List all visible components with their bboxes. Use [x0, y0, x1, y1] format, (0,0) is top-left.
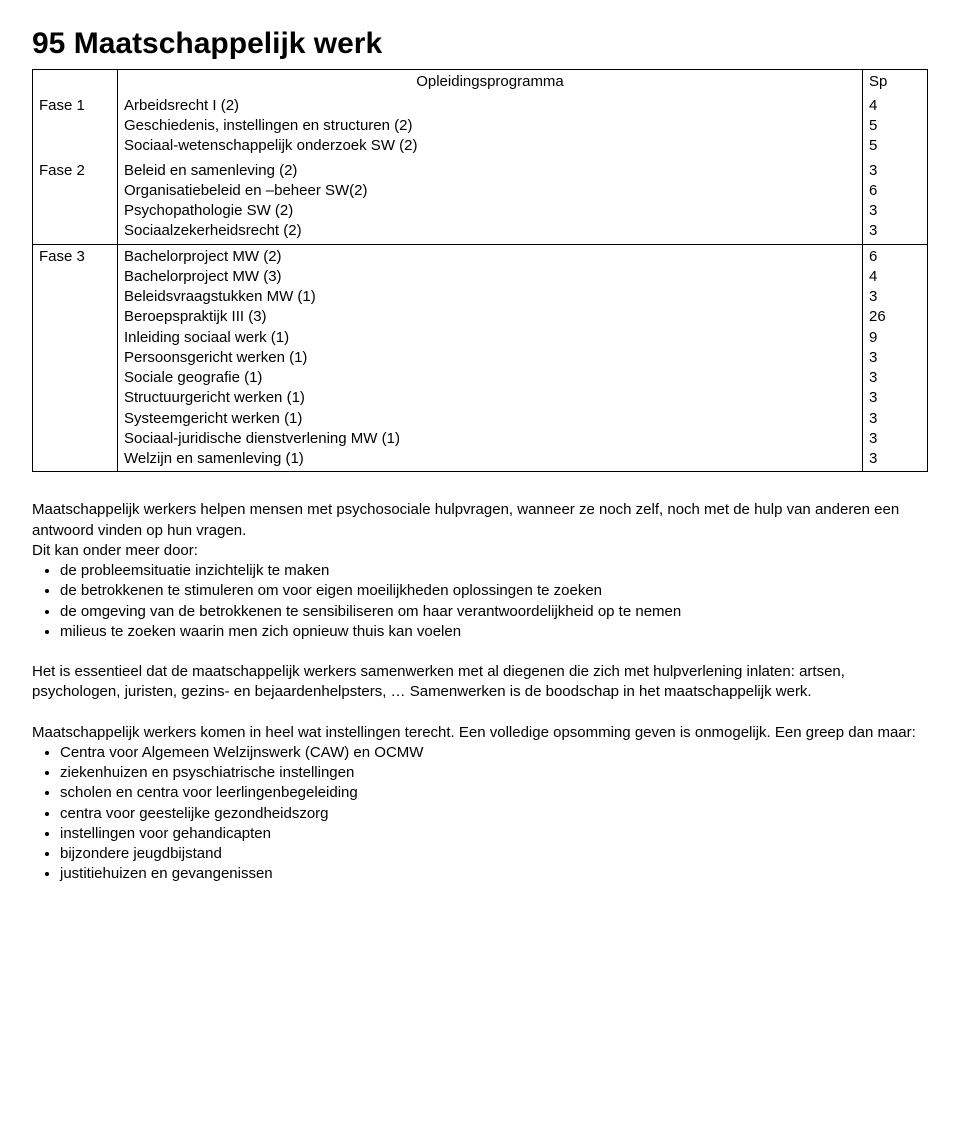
phase-label: Fase 2 [33, 159, 118, 245]
intro-text-1: Maatschappelijk werkers helpen mensen me… [32, 501, 899, 538]
course-header: Opleidingsprogramma [118, 69, 863, 94]
course-row: Systeemgericht werken (1) [124, 409, 856, 429]
sp-value: 3 [869, 388, 921, 408]
course-row: Structuurgericht werken (1) [124, 388, 856, 408]
sp-value: 6 [869, 181, 921, 201]
sp-value: 3 [869, 409, 921, 429]
list-item: scholen en centra voor leerlingenbegelei… [60, 783, 928, 803]
phase-label: Fase 3 [33, 244, 118, 472]
list-item: instellingen voor gehandicapten [60, 824, 928, 844]
course-row: Sociaalzekerheidsrecht (2) [124, 221, 856, 241]
list-item: bijzondere jeugdbijstand [60, 844, 928, 864]
sp-value: 3 [869, 449, 921, 469]
phase-label: Fase 1 [33, 94, 118, 159]
curriculum-table: OpleidingsprogrammaSpFase 1Arbeidsrecht … [32, 69, 928, 473]
course-row: Organisatiebeleid en –beheer SW(2) [124, 181, 856, 201]
course-cell: Bachelorproject MW (2)Bachelorproject MW… [118, 244, 863, 472]
course-row: Bachelorproject MW (2) [124, 247, 856, 267]
sp-value: 4 [869, 96, 921, 116]
list-item: de probleemsituatie inzichtelijk te make… [60, 561, 928, 581]
list-item: milieus te zoeken waarin men zich opnieu… [60, 622, 928, 642]
sp-value: 26 [869, 307, 921, 327]
course-row: Arbeidsrecht I (2) [124, 96, 856, 116]
course-row: Inleiding sociaal werk (1) [124, 328, 856, 348]
course-cell: Arbeidsrecht I (2)Geschiedenis, instelli… [118, 94, 863, 159]
list-item: de betrokkenen te stimuleren om voor eig… [60, 581, 928, 601]
sp-value: 3 [869, 201, 921, 221]
course-row: Beleidsvraagstukken MW (1) [124, 287, 856, 307]
sp-value: 6 [869, 247, 921, 267]
essential-paragraph: Het is essentieel dat de maatschappelijk… [32, 662, 928, 703]
course-row: Sociaal-juridische dienstverlening MW (1… [124, 429, 856, 449]
list-item: centra voor geestelijke gezondheidszorg [60, 804, 928, 824]
sp-value: 3 [869, 429, 921, 449]
course-row: Geschiedenis, instellingen en structuren… [124, 116, 856, 136]
list-item: Centra voor Algemeen Welzijnswerk (CAW) … [60, 743, 928, 763]
course-cell: Beleid en samenleving (2)Organisatiebele… [118, 159, 863, 245]
essential-text: Het is essentieel dat de maatschappelijk… [32, 663, 845, 700]
course-row: Beleid en samenleving (2) [124, 161, 856, 181]
institutions-bullet-list: Centra voor Algemeen Welzijnswerk (CAW) … [32, 743, 928, 885]
institutions-text: Maatschappelijk werkers komen in heel wa… [32, 724, 916, 741]
sp-value: 5 [869, 136, 921, 156]
intro-bullet-list: de probleemsituatie inzichtelijk te make… [32, 561, 928, 642]
sp-header: Sp [863, 69, 928, 94]
course-row: Psychopathologie SW (2) [124, 201, 856, 221]
institutions-paragraph: Maatschappelijk werkers komen in heel wa… [32, 723, 928, 885]
sp-cell: 455 [863, 94, 928, 159]
sp-cell: 3633 [863, 159, 928, 245]
sp-value: 3 [869, 368, 921, 388]
list-item: ziekenhuizen en psyschiatrische instelli… [60, 763, 928, 783]
course-row: Sociale geografie (1) [124, 368, 856, 388]
intro-paragraph: Maatschappelijk werkers helpen mensen me… [32, 500, 928, 642]
list-item: justitiehuizen en gevangenissen [60, 864, 928, 884]
page-title: 95 Maatschappelijk werk [32, 24, 928, 65]
course-row: Sociaal-wetenschappelijk onderzoek SW (2… [124, 136, 856, 156]
sp-value: 3 [869, 348, 921, 368]
course-row: Welzijn en samenleving (1) [124, 449, 856, 469]
course-row: Beroepspraktijk III (3) [124, 307, 856, 327]
list-item: de omgeving van de betrokkenen te sensib… [60, 602, 928, 622]
intro-text-2: Dit kan onder meer door: [32, 542, 198, 559]
sp-value: 9 [869, 328, 921, 348]
course-row: Persoonsgericht werken (1) [124, 348, 856, 368]
sp-cell: 643269333333 [863, 244, 928, 472]
sp-value: 4 [869, 267, 921, 287]
sp-value: 3 [869, 161, 921, 181]
phase-header-empty [33, 69, 118, 94]
sp-value: 5 [869, 116, 921, 136]
sp-value: 3 [869, 287, 921, 307]
course-row: Bachelorproject MW (3) [124, 267, 856, 287]
sp-value: 3 [869, 221, 921, 241]
